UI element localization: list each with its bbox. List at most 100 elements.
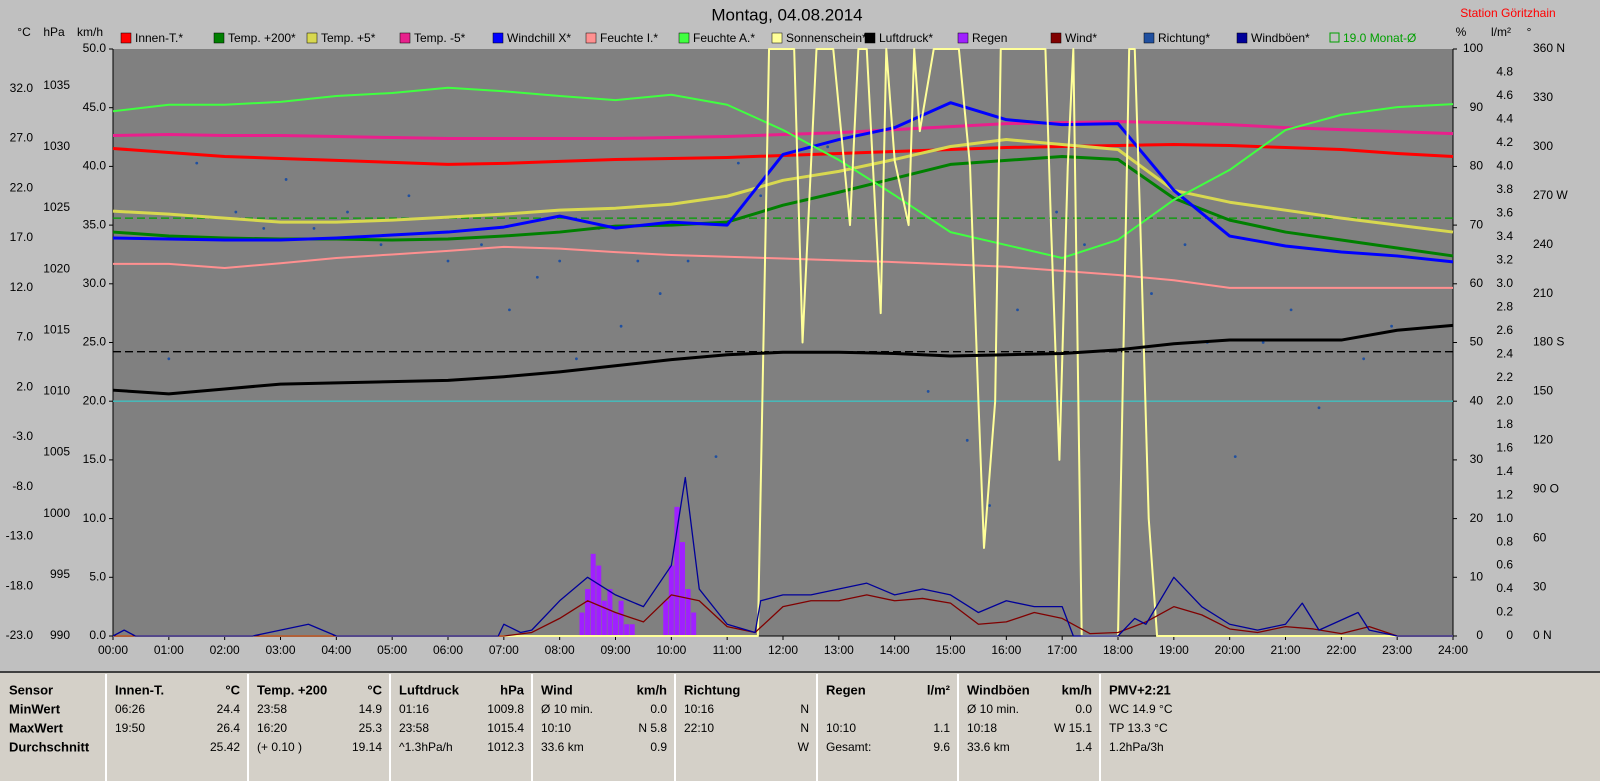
direction-dot [480, 243, 483, 247]
direction-dot [407, 194, 411, 198]
y-tick-label: 1000 [43, 506, 70, 520]
direction-dot [1362, 357, 1366, 361]
y-tick-label: 7.0 [16, 330, 33, 344]
rain-bar [663, 600, 669, 636]
y-tick-label: 15.0 [83, 452, 107, 466]
direction-dot [284, 178, 288, 181]
table-header: Temp. +200 [257, 682, 327, 697]
table-header: Wind [541, 682, 573, 697]
x-tick-label: 20:00 [1215, 643, 1245, 657]
legend-swatch [1236, 32, 1248, 44]
x-tick-label: 07:00 [489, 643, 519, 657]
table-cell: 25.3 [359, 721, 383, 735]
direction-dot [535, 275, 539, 279]
table-header-unit: km/h [1062, 682, 1092, 697]
legend-swatch [1050, 32, 1062, 44]
legend-label: Luftdruck* [879, 31, 933, 45]
y-tick-label: 0 N [1533, 628, 1552, 642]
rain-bar [618, 600, 624, 636]
direction-dot [1183, 243, 1187, 247]
axis-unit: ° [1527, 25, 1532, 39]
y-tick-label: 27.0 [10, 131, 34, 145]
table-cell: 10:10 [826, 721, 856, 735]
direction-dot [1055, 210, 1058, 214]
y-tick-label: 70 [1470, 217, 1484, 231]
rain-bar [601, 600, 607, 636]
rain-bar [585, 589, 591, 636]
series-line [112, 86, 1454, 259]
legend-swatch [492, 32, 504, 44]
table-cell: 33.6 km [541, 740, 584, 754]
y-tick-label: 90 [1470, 100, 1484, 114]
x-tick-label: 19:00 [1159, 643, 1189, 657]
table-cell: 0.0 [650, 702, 667, 716]
table-cell: Ø 10 min. [967, 702, 1019, 716]
table-cell: 23:58 [399, 721, 429, 735]
direction-dot [1390, 324, 1393, 328]
x-tick-label: 17:00 [1047, 643, 1077, 657]
y-tick-label: 1.0 [1496, 511, 1513, 525]
x-tick-label: 23:00 [1382, 643, 1412, 657]
rain-bar [624, 624, 630, 636]
direction-dot [658, 292, 662, 295]
direction-dot [1289, 308, 1293, 312]
series-line [112, 138, 1454, 234]
y-tick-label: 4.8 [1496, 65, 1513, 79]
direction-dot [575, 357, 578, 361]
legend-swatch [957, 32, 969, 44]
y-tick-label: 1015 [43, 322, 70, 336]
y-tick-label: 30 [1470, 452, 1484, 466]
x-tick-label: 02:00 [210, 643, 240, 657]
legend-swatch [1143, 32, 1155, 44]
table-cell: 0.9 [650, 740, 667, 754]
y-tick-label: -8.0 [12, 479, 33, 493]
y-tick-label: 2.0 [16, 379, 33, 393]
y-tick-label: 270 W [1533, 188, 1568, 202]
legend-swatch [213, 32, 225, 44]
legend-label: Wind* [1065, 31, 1097, 45]
y-tick-label: 3.8 [1496, 182, 1513, 196]
y-tick-label: 50.0 [83, 41, 107, 55]
table-row-label: MaxWert [9, 720, 64, 735]
y-tick-label: 10.0 [83, 511, 107, 525]
y-tick-label: 240 [1533, 237, 1553, 251]
table-cell: WC 14.9 °C [1109, 702, 1173, 716]
x-tick-label: 13:00 [824, 643, 854, 657]
axis-unit: km/h [77, 25, 103, 39]
legend-swatch [120, 32, 132, 44]
direction-dot [636, 259, 640, 263]
y-tick-label: 40.0 [83, 159, 107, 173]
legend-label: Innen-T.* [135, 31, 183, 45]
table-cell: 22:10 [684, 721, 714, 735]
direction-dot [167, 357, 171, 361]
x-tick-label: 00:00 [98, 643, 128, 657]
legend-label: Sonnenschein* [786, 31, 867, 45]
table-cell: 10:10 [541, 721, 571, 735]
axis-unit: l/m² [1491, 25, 1511, 39]
y-tick-label: 4.2 [1496, 135, 1513, 149]
y-tick-label: 2.0 [1496, 393, 1513, 407]
table-cell: 1.4 [1075, 740, 1092, 754]
chart-title: Montag, 04.08.2014 [711, 5, 862, 24]
direction-dot [1083, 243, 1086, 247]
legend-label: Regen [972, 31, 1007, 45]
legend-label: Feuchte A.* [693, 31, 755, 45]
x-tick-label: 10:00 [656, 643, 686, 657]
x-tick-label: 08:00 [545, 643, 575, 657]
rain-bar [607, 589, 613, 636]
x-tick-label: 04:00 [321, 643, 351, 657]
y-tick-label: 32.0 [10, 81, 34, 95]
series-line [112, 323, 1454, 396]
table-header-unit: hPa [500, 682, 525, 697]
series-line [112, 476, 1453, 637]
rain-bar [590, 553, 596, 636]
table-header-unit: l/m² [927, 682, 951, 697]
y-tick-label: 210 [1533, 286, 1553, 300]
table-cell: N [800, 721, 809, 735]
table-cell: N 5.8 [638, 721, 667, 735]
direction-dot [234, 210, 238, 214]
y-tick-label: 1.8 [1496, 417, 1513, 431]
direction-dot [558, 259, 562, 263]
table-cell: 1.2hPa/3h [1109, 740, 1164, 754]
